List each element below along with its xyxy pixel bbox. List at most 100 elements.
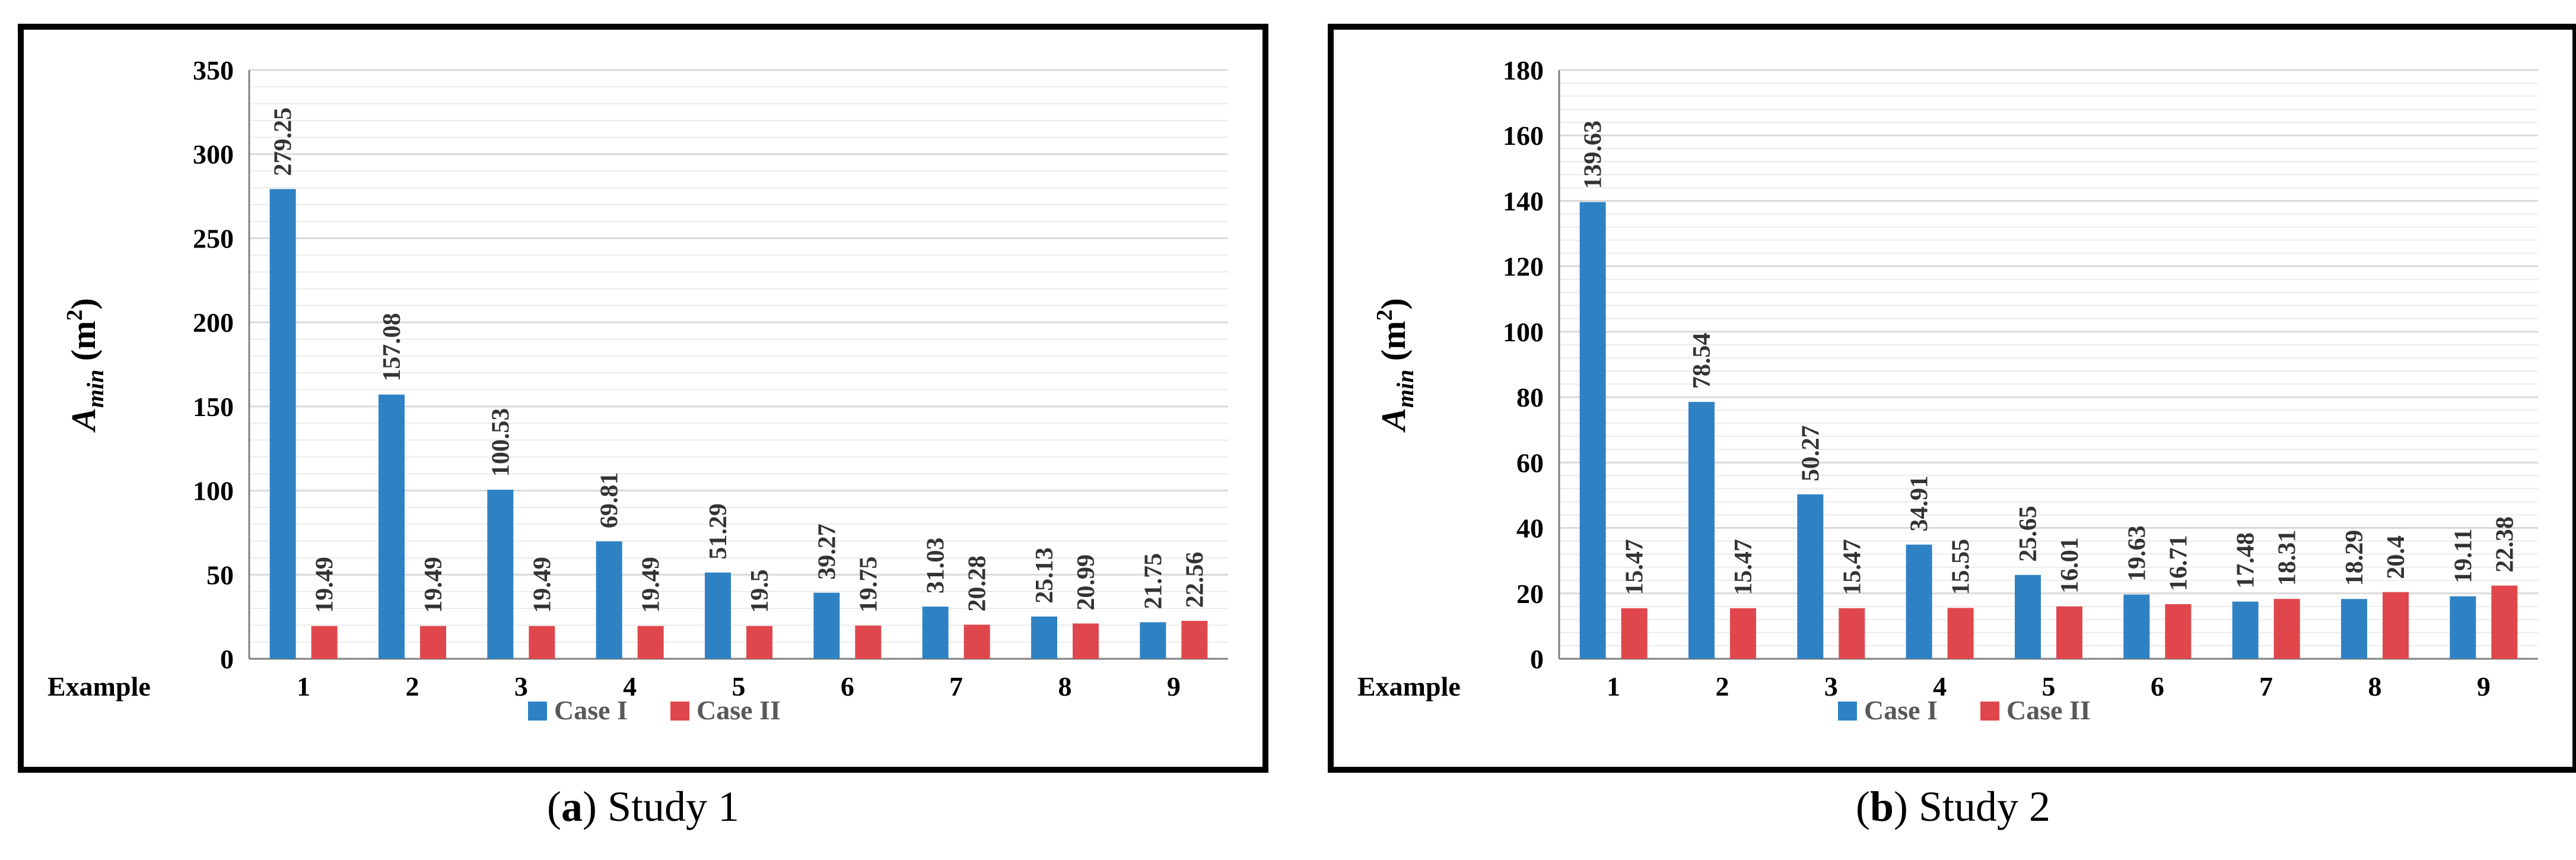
y-tick-label: 50 — [206, 560, 234, 590]
bar-case-2 — [1839, 608, 1865, 659]
y-axis-label: Amin (m2) — [62, 298, 109, 433]
x-tick-label: 6 — [2151, 671, 2164, 702]
bar-case-1 — [379, 394, 405, 659]
bar-case-1 — [813, 592, 840, 659]
bar-value-label: 21.75 — [1140, 553, 1167, 609]
y-tick-label: 150 — [193, 392, 234, 422]
bar-case-1 — [1579, 202, 1606, 659]
y-axis-label-superscript: 2 — [62, 310, 87, 321]
bar-case-2 — [963, 624, 990, 659]
y-tick-label: 200 — [193, 307, 234, 338]
bar-case-1 — [705, 572, 731, 659]
bar-value-label: 19.5 — [746, 569, 774, 613]
bar-case-2 — [1621, 608, 1648, 659]
legend-label: Case II — [697, 695, 781, 725]
x-tick-label: 9 — [1167, 671, 1181, 702]
legend-swatch-case-1 — [528, 702, 547, 721]
y-axis-label-superscript: 2 — [1372, 310, 1397, 321]
bar-value-label: 18.31 — [2274, 530, 2301, 586]
bar-value-label: 39.27 — [813, 523, 841, 580]
bar-value-label: 51.29 — [705, 503, 732, 560]
bar-case-1 — [487, 490, 514, 659]
y-tick-label: 0 — [220, 644, 234, 674]
x-axis-label: Example — [1357, 671, 1461, 702]
bar-value-label: 22.56 — [1181, 552, 1209, 608]
x-tick-label: 4 — [623, 671, 637, 702]
x-axis-label: Example — [47, 671, 151, 702]
bar-case-1 — [1140, 622, 1166, 659]
y-axis-label-unit: (m — [1374, 321, 1413, 370]
y-axis-label-subscript: min — [82, 370, 109, 408]
bar-case-1 — [2015, 575, 2041, 659]
x-tick-label: 3 — [1824, 671, 1838, 702]
bar-value-label: 279.25 — [270, 107, 297, 176]
legend-swatch-case-2 — [670, 702, 689, 721]
bar-case-2 — [2165, 604, 2192, 659]
bar-value-label: 19.49 — [311, 557, 339, 613]
y-tick-label: 60 — [1516, 448, 1544, 478]
caption-text: Study 2 — [1907, 783, 2051, 830]
caption-letter: b — [1869, 783, 1894, 830]
bar-case-2 — [2273, 599, 2300, 659]
bar-case-2 — [855, 626, 882, 659]
bar-value-label: 78.54 — [1688, 333, 1716, 389]
y-tick-label: 20 — [1516, 579, 1544, 609]
bar-value-label: 16.01 — [2056, 537, 2084, 594]
bar-case-1 — [2341, 599, 2367, 659]
bar-case-1 — [1797, 494, 1824, 659]
bar-value-label: 17.48 — [2232, 532, 2260, 589]
bar-value-label: 25.65 — [2015, 506, 2042, 562]
bar-case-1 — [2232, 601, 2259, 659]
bar-case-2 — [311, 626, 338, 659]
bar-value-label: 20.28 — [964, 556, 991, 612]
bar-value-label: 20.4 — [2383, 535, 2410, 579]
bar-value-label: 15.47 — [1839, 539, 1866, 595]
x-tick-label: 5 — [732, 671, 746, 702]
bar-case-1 — [596, 541, 622, 659]
y-tick-label: 250 — [193, 223, 234, 253]
legend-label: Case I — [554, 695, 628, 725]
x-tick-label: 1 — [297, 671, 310, 702]
x-tick-label: 8 — [1058, 671, 1072, 702]
x-tick-label: 1 — [1607, 671, 1620, 702]
bar-value-label: 19.49 — [638, 557, 665, 613]
y-tick-label: 350 — [193, 55, 234, 85]
bar-case-2 — [1730, 608, 1756, 659]
x-tick-label: 6 — [841, 671, 854, 702]
bar-value-label: 69.81 — [596, 472, 624, 529]
y-axis-label-unit-close: ) — [64, 298, 103, 309]
chart-panel-study-1: 0 50 100 150 200 250 300 350 279.25 19.49 1 157.08 1… — [18, 24, 1268, 773]
bar-case-2 — [2383, 592, 2409, 659]
x-tick-label: 2 — [406, 671, 419, 702]
x-tick-label: 4 — [1933, 671, 1947, 702]
bar-value-label: 20.99 — [1073, 554, 1100, 610]
bar-value-label: 31.03 — [923, 538, 950, 594]
y-tick-label: 120 — [1503, 252, 1544, 282]
legend-label: Case II — [2006, 695, 2091, 725]
bar-value-label: 15.47 — [1621, 539, 1649, 595]
bar-value-label: 19.63 — [2123, 525, 2151, 582]
caption-study-2: (b) Study 2 — [1855, 783, 2051, 830]
bar-case-2 — [637, 626, 664, 659]
legend-swatch-case-1 — [1838, 702, 1857, 721]
x-tick-label: 8 — [2368, 671, 2382, 702]
caption-letter: a — [561, 783, 583, 830]
bar-case-1 — [1906, 544, 1932, 659]
x-tick-label: 7 — [2259, 671, 2273, 702]
bar-value-label: 34.91 — [1906, 475, 1933, 532]
legend-swatch-case-2 — [1980, 702, 1999, 721]
bar-value-label: 19.49 — [529, 557, 556, 613]
bar-case-1 — [2123, 594, 2150, 659]
bar-case-2 — [1181, 621, 1208, 659]
bar-value-label: 157.08 — [379, 313, 406, 382]
bar-case-1 — [1688, 402, 1715, 659]
y-tick-label: 100 — [1503, 317, 1544, 347]
y-tick-label: 80 — [1516, 382, 1544, 412]
bar-case-2 — [2491, 585, 2518, 659]
y-tick-label: 40 — [1516, 513, 1544, 544]
y-tick-label: 160 — [1503, 120, 1544, 151]
bar-value-label: 50.27 — [1797, 425, 1824, 481]
y-axis-label-unit-close: ) — [1374, 298, 1413, 309]
y-tick-label: 140 — [1503, 186, 1544, 216]
x-tick-label: 7 — [949, 671, 963, 702]
